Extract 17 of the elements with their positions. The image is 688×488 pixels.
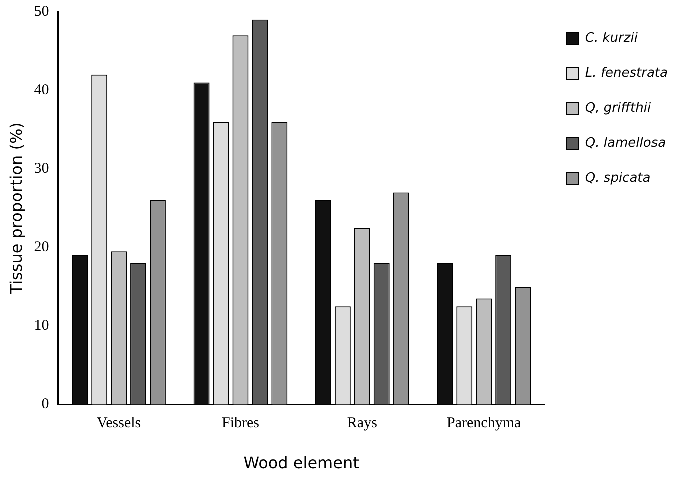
y-tick-label: 20 (34, 240, 50, 256)
y-tick-label: 30 (34, 161, 50, 178)
x-tick-label: Vessels (96, 416, 142, 432)
x-axis-title: Wood element (244, 454, 360, 473)
y-axis-title: Tissue proportion (%) (6, 122, 26, 296)
legend-label: Q. lamellosa (585, 136, 666, 151)
x-tick-label: Fibres (222, 416, 260, 432)
y-tick-label: 0 (42, 396, 50, 413)
legend-label: Q, griffthii (585, 100, 652, 116)
legend-label: C. kurzii (585, 30, 638, 46)
x-tick-label: Rays (347, 416, 378, 432)
legend-label: Q. spicata (585, 170, 651, 186)
y-tick-label: 10 (34, 318, 50, 334)
y-tick-label: 40 (34, 82, 50, 98)
x-tick-label: Parenchyma (447, 416, 522, 432)
y-tick-label: 50 (34, 4, 50, 20)
legend-label: L. fenestrata (585, 66, 668, 81)
